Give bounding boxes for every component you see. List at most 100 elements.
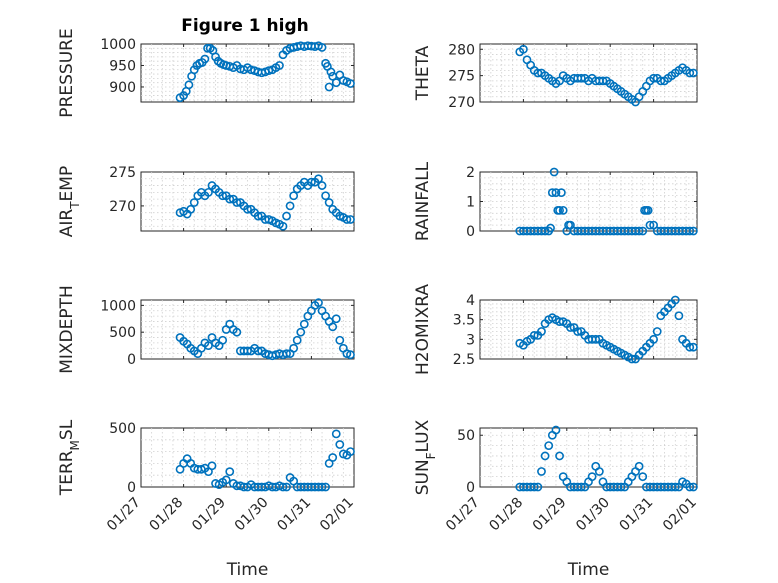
data-point-5-44 xyxy=(674,311,684,321)
xtick-label-6-4: 01/31 xyxy=(274,495,314,535)
data-point-6-9 xyxy=(207,461,217,471)
data-point-2-39 xyxy=(314,174,323,184)
data-point-6-44 xyxy=(331,429,341,439)
subplot-2: 270 275 AIRTEMP xyxy=(57,165,355,237)
data-point-7-11 xyxy=(555,451,564,461)
ytick-label-0-1: 950 xyxy=(109,58,136,74)
ytick-label-7-1: 50 xyxy=(457,428,475,444)
data-point-2-19 xyxy=(243,204,252,214)
data-point-2-4 xyxy=(189,198,199,207)
data-point-3-9 xyxy=(546,223,555,233)
data-point-6-45 xyxy=(335,440,345,449)
data-point-0-29 xyxy=(264,66,274,76)
data-point-6-14 xyxy=(225,467,235,477)
data-point-4-8 xyxy=(204,341,213,350)
data-point-0-3 xyxy=(184,80,194,90)
ylabel-5: H2OMIXRA xyxy=(413,284,433,375)
data-point-4-16 xyxy=(232,327,242,337)
ylabel-0: PRESSURE xyxy=(57,28,77,117)
grid-7 xyxy=(480,428,697,487)
data-point-7-48 xyxy=(688,482,698,492)
data-point-2-29 xyxy=(278,221,288,231)
data-point-7-28 xyxy=(616,482,626,492)
xtick-label-7-5: 02/01 xyxy=(660,495,700,535)
data-point-2-37 xyxy=(306,177,316,187)
data-point-7-33 xyxy=(634,461,644,471)
ytick-label-3-0: 0 xyxy=(466,224,475,240)
ytick-label-1-2: 280 xyxy=(448,42,475,58)
xlabel-6: Time xyxy=(226,560,269,580)
data-point-2-22 xyxy=(253,211,263,221)
series-5 xyxy=(515,295,698,364)
data-point-5-37 xyxy=(649,334,658,344)
data-point-4-34 xyxy=(296,327,306,337)
xtick-label-6-1: 01/28 xyxy=(147,495,187,535)
data-point-4-30 xyxy=(282,349,291,359)
xlabel-7: Time xyxy=(567,560,610,580)
data-point-2-47 xyxy=(342,215,352,224)
series-1 xyxy=(515,44,698,107)
data-point-1-23 xyxy=(598,76,608,86)
series-2 xyxy=(175,174,355,231)
ylabel-4: MIXDEPTH xyxy=(57,285,77,374)
data-point-4-33 xyxy=(292,335,302,345)
data-point-0-32 xyxy=(275,61,284,70)
data-point-7-34 xyxy=(638,472,648,482)
subplot-7: 0 50 01/27 01/28 01/29 01/30 01/31 02/01 Time SUN… xyxy=(413,419,700,580)
ytick-label-4-0: 0 xyxy=(127,352,136,368)
xtick-label-6-5: 02/01 xyxy=(317,495,357,535)
ytick-label-4-2: 1000 xyxy=(100,298,136,314)
ylabel-3: RAINFALL xyxy=(413,161,433,241)
data-point-5-31 xyxy=(627,354,637,364)
data-point-1-48 xyxy=(688,68,698,78)
data-point-0-47 xyxy=(324,82,334,92)
data-point-7-20 xyxy=(587,472,597,482)
data-point-2-41 xyxy=(321,191,330,201)
data-point-6-29 xyxy=(278,482,288,492)
data-point-1-47 xyxy=(685,68,695,78)
subplot-5: 2.5 3 3.5 4 H2OMIXRA xyxy=(413,284,698,375)
data-point-4-45 xyxy=(335,335,345,345)
data-point-0-44 xyxy=(317,43,327,52)
series-4 xyxy=(175,298,355,361)
subplot-6: 0 500 01/27 01/28 01/29 01/30 01/31 02/01 Time TE… xyxy=(57,419,357,580)
data-point-6-40 xyxy=(317,482,327,492)
data-point-0-9 xyxy=(200,54,210,64)
data-point-4-39 xyxy=(314,298,323,308)
data-point-7-47 xyxy=(685,482,695,492)
data-point-0-54 xyxy=(346,79,355,88)
ylabel-1: THETA xyxy=(413,45,433,101)
data-point-6-48 xyxy=(346,447,355,456)
xtick-label-7-1: 01/28 xyxy=(486,495,526,535)
data-point-6-30 xyxy=(282,482,291,492)
data-point-2-3 xyxy=(186,204,196,214)
data-point-3-10 xyxy=(547,188,557,198)
data-point-5-14 xyxy=(566,323,575,332)
ytick-label-0-2: 1000 xyxy=(100,37,136,53)
data-point-7-7 xyxy=(540,451,550,461)
data-point-4-19 xyxy=(243,346,252,356)
data-point-6-43 xyxy=(328,453,338,462)
ytick-label-5-1: 3 xyxy=(466,332,475,348)
data-point-7-17 xyxy=(576,482,586,492)
data-point-7-8 xyxy=(544,441,554,450)
data-point-2-14 xyxy=(225,194,235,204)
data-point-7-22 xyxy=(594,467,604,476)
data-point-2-40 xyxy=(317,181,327,190)
data-point-5-6 xyxy=(537,327,546,336)
data-point-5-47 xyxy=(685,342,695,352)
data-point-5-16 xyxy=(573,327,583,336)
subplot-0: 900 950 1000 PRESSURE xyxy=(57,28,355,118)
subplot-1: 270 275 280 THETA xyxy=(413,42,698,111)
subplot-4: 0 500 1000 MIXDEPTH xyxy=(57,285,355,374)
data-point-4-12 xyxy=(218,335,228,345)
ytick-label-1-0: 270 xyxy=(448,95,475,111)
data-point-1-5 xyxy=(533,68,543,78)
data-point-3-14 xyxy=(555,205,564,215)
data-point-2-42 xyxy=(324,198,334,207)
data-point-2-12 xyxy=(218,191,228,201)
ytick-label-3-1: 1 xyxy=(466,195,475,211)
series-0 xyxy=(175,41,355,103)
data-point-2-48 xyxy=(346,215,355,224)
grid-6 xyxy=(141,428,354,487)
